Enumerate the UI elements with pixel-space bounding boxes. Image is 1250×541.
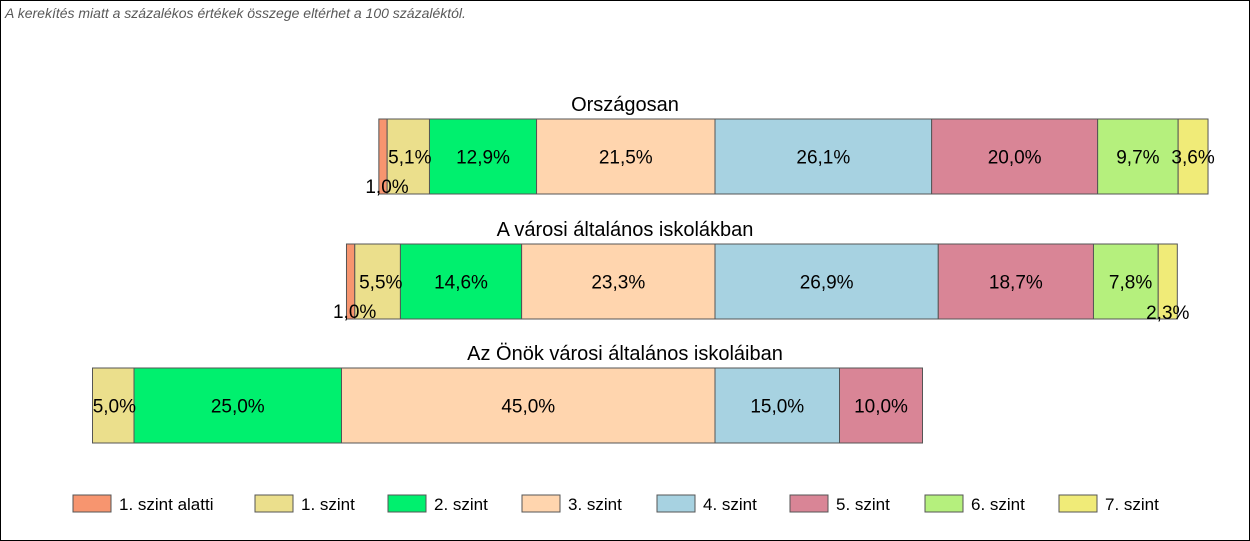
category-title-3: Az Önök városi általános iskoláiban — [467, 343, 783, 365]
legend-label: 6. szint — [971, 495, 1025, 514]
data-label: 20,0% — [988, 148, 1042, 169]
legend-item: 1. szint — [254, 494, 355, 514]
legend-label: 1. szint — [301, 495, 355, 514]
bar-segment — [521, 243, 716, 320]
bar-segment — [931, 118, 1099, 195]
data-label: 12,9% — [456, 148, 510, 169]
bar-segment — [133, 367, 342, 444]
legend-swatch — [656, 494, 696, 513]
bar-segment — [536, 118, 716, 195]
legend-label: 3. szint — [568, 495, 622, 514]
bar-segment — [714, 367, 840, 444]
legend-swatch — [254, 494, 294, 513]
legend-swatch — [387, 494, 427, 513]
category-title-2: A városi általános iskolákban — [497, 219, 754, 241]
legend-swatch — [72, 494, 112, 513]
data-label: 5,1% — [388, 148, 431, 169]
bar-segment — [1097, 118, 1179, 195]
data-label: 10,0% — [854, 397, 908, 418]
legend-item: 6. szint — [924, 494, 1025, 514]
data-label: 1,0% — [333, 302, 376, 323]
bar-segment — [341, 367, 716, 444]
data-label: 9,7% — [1116, 148, 1159, 169]
bar-group-1: Országosan 1,0% 5,1% 12,9% 21,5% 26,1% 20,0% 9,… — [365, 94, 1214, 198]
bar-segment — [839, 367, 923, 444]
legend-swatch — [789, 494, 829, 513]
data-label: 23,3% — [591, 273, 645, 294]
legend-label: 7. szint — [1105, 495, 1159, 514]
bar-segment — [92, 367, 135, 444]
legend-label: 2. szint — [434, 495, 488, 514]
data-label: 14,6% — [434, 273, 488, 294]
legend-item: 2. szint — [387, 494, 488, 514]
data-label: 26,9% — [800, 273, 854, 294]
legend-label: 5. szint — [836, 495, 890, 514]
bar-segment — [714, 118, 933, 195]
legend-item: 7. szint — [1058, 494, 1159, 514]
data-label: 25,0% — [211, 397, 265, 418]
bar-segment — [1092, 243, 1159, 320]
rounding-note: A kerekítés miatt a százalékos értékek ö… — [5, 5, 466, 21]
bar-segment — [399, 243, 523, 320]
legend-swatch — [924, 494, 964, 513]
bar-group-3: Az Önök városi általános iskoláiban 5,0% 2… — [92, 343, 923, 444]
legend-item: 3. szint — [521, 494, 622, 514]
bar-segment — [714, 243, 939, 320]
data-label: 26,1% — [796, 148, 850, 169]
legend-label: 1. szint alatti — [119, 495, 214, 514]
bar-segment — [1177, 118, 1209, 195]
legend-swatch — [521, 494, 561, 513]
data-label: 5,5% — [359, 273, 402, 294]
data-label: 21,5% — [599, 148, 653, 169]
legend-swatch — [1058, 494, 1098, 513]
data-label: 15,0% — [750, 397, 804, 418]
data-label: 3,6% — [1171, 148, 1214, 169]
data-label: 45,0% — [501, 397, 555, 418]
data-label: 7,8% — [1109, 273, 1152, 294]
bar-segment — [1157, 243, 1178, 320]
data-label: 18,7% — [989, 273, 1043, 294]
legend-item: 1. szint alatti — [72, 494, 214, 514]
data-label: 1,0% — [365, 177, 408, 198]
data-label: 5,0% — [93, 397, 136, 418]
legend-item: 4. szint — [656, 494, 757, 514]
data-label: 2,3% — [1146, 303, 1189, 324]
bar-segment — [386, 118, 430, 195]
legend-item: 5. szint — [789, 494, 890, 514]
legend: 1. szint alatti 1. szint 2. szint 3. szint 4… — [72, 494, 1159, 514]
bar-group-2: A városi általános iskolákban 1,0% 5,5% 14,… — [333, 219, 1190, 324]
category-title-1: Országosan — [571, 94, 679, 116]
legend-label: 4. szint — [703, 495, 757, 514]
